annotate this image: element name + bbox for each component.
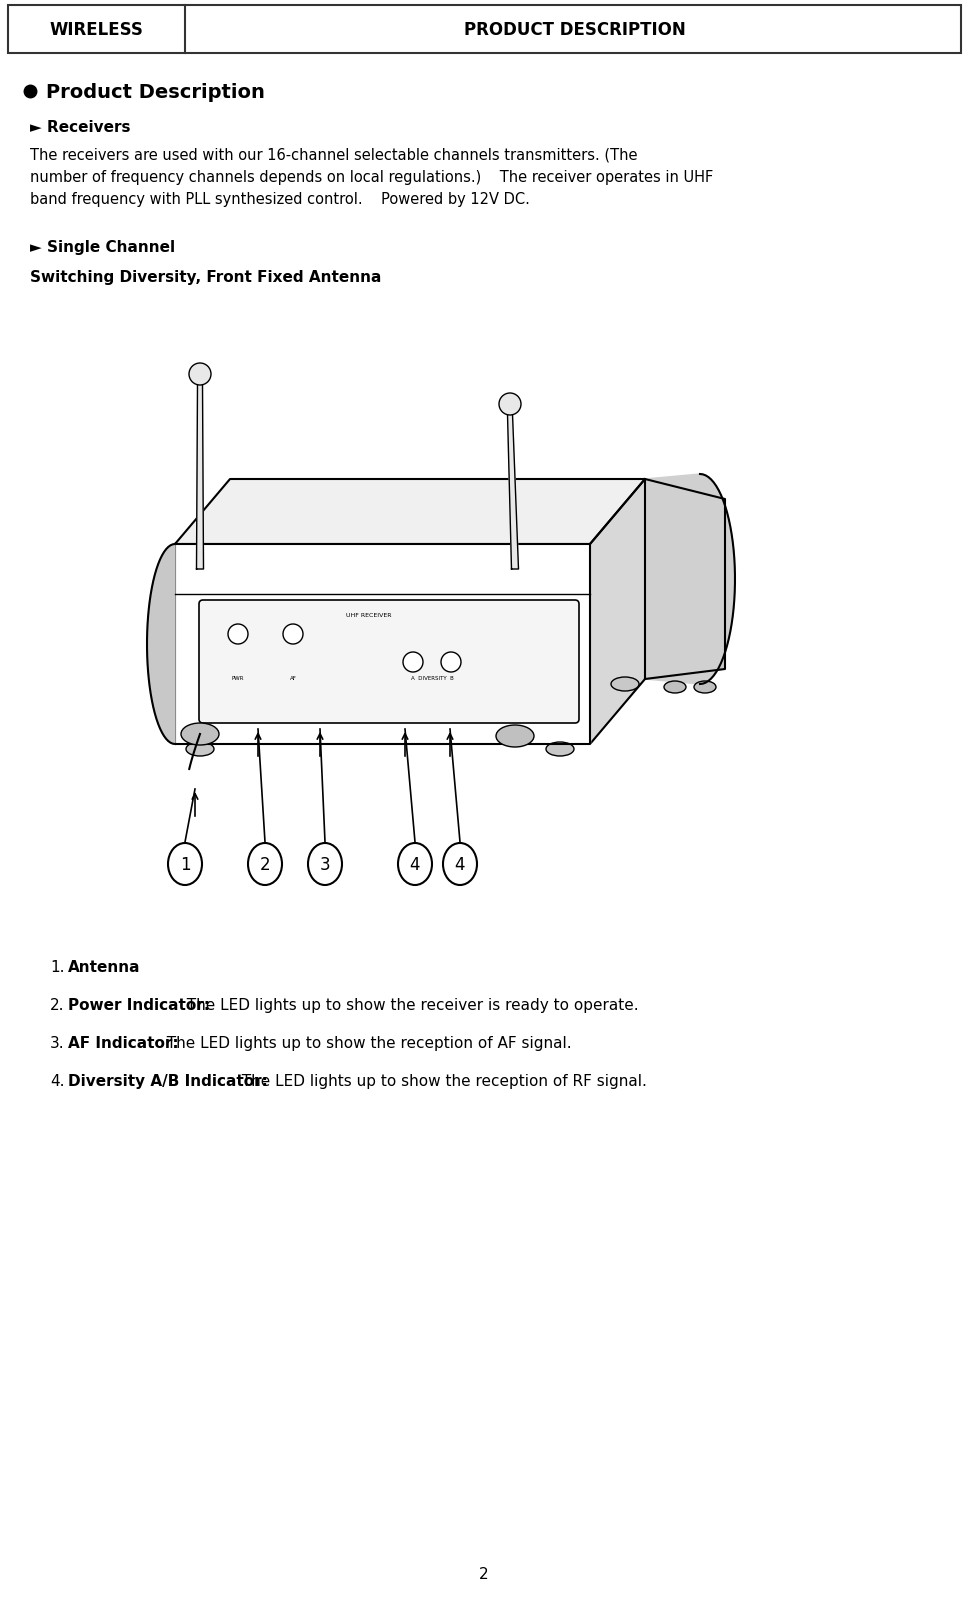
Circle shape: [441, 653, 461, 672]
Text: AF Indicator:: AF Indicator:: [68, 1035, 178, 1050]
Text: band frequency with PLL synthesized control.    Powered by 12V DC.: band frequency with PLL synthesized cont…: [30, 193, 530, 207]
Text: 2: 2: [480, 1566, 488, 1581]
Polygon shape: [590, 480, 645, 745]
Polygon shape: [175, 480, 645, 544]
Ellipse shape: [546, 743, 574, 756]
Text: UHF RECEIVER: UHF RECEIVER: [346, 613, 391, 618]
Polygon shape: [197, 385, 203, 570]
FancyBboxPatch shape: [199, 600, 579, 724]
Text: ► Single Channel: ► Single Channel: [30, 239, 175, 255]
Text: Power Indicator:: Power Indicator:: [68, 997, 210, 1013]
Polygon shape: [645, 480, 725, 679]
Text: 3.: 3.: [50, 1035, 65, 1050]
Circle shape: [228, 624, 248, 645]
Text: 2.: 2.: [50, 997, 65, 1013]
Ellipse shape: [694, 682, 716, 693]
Text: WIRELESS: WIRELESS: [49, 21, 143, 39]
Text: Antenna: Antenna: [68, 960, 141, 974]
Text: The LED lights up to show the reception of AF signal.: The LED lights up to show the reception …: [157, 1035, 572, 1050]
Ellipse shape: [398, 844, 432, 886]
Polygon shape: [645, 475, 735, 685]
Ellipse shape: [186, 743, 214, 756]
Ellipse shape: [496, 725, 534, 748]
Circle shape: [499, 393, 521, 416]
Text: 1.: 1.: [50, 960, 65, 974]
Ellipse shape: [181, 724, 219, 746]
Text: Switching Diversity, Front Fixed Antenna: Switching Diversity, Front Fixed Antenna: [30, 270, 382, 284]
Ellipse shape: [611, 677, 639, 692]
Polygon shape: [175, 544, 590, 745]
Polygon shape: [147, 544, 175, 745]
Polygon shape: [508, 414, 518, 570]
Text: 4: 4: [454, 855, 465, 873]
Ellipse shape: [248, 844, 282, 886]
Text: 3: 3: [320, 855, 330, 873]
Ellipse shape: [168, 844, 202, 886]
Text: The receivers are used with our 16-channel selectable channels transmitters. (Th: The receivers are used with our 16-chann…: [30, 148, 638, 162]
Text: The LED lights up to show the receiver is ready to operate.: The LED lights up to show the receiver i…: [177, 997, 639, 1013]
Text: ► Receivers: ► Receivers: [30, 120, 131, 135]
Text: The LED lights up to show the reception of RF signal.: The LED lights up to show the reception …: [232, 1074, 646, 1088]
Text: 4: 4: [410, 855, 421, 873]
Text: A  DIVERSITY  B: A DIVERSITY B: [411, 676, 453, 681]
Text: 1: 1: [179, 855, 190, 873]
Text: PWR: PWR: [232, 676, 244, 681]
Text: 4.: 4.: [50, 1074, 65, 1088]
Ellipse shape: [664, 682, 686, 693]
Text: Diversity A/B Indicator:: Diversity A/B Indicator:: [68, 1074, 267, 1088]
Text: number of frequency channels depends on local regulations.)    The receiver oper: number of frequency channels depends on …: [30, 170, 713, 185]
Text: Product Description: Product Description: [46, 82, 265, 101]
Ellipse shape: [308, 844, 342, 886]
Circle shape: [283, 624, 303, 645]
Text: 2: 2: [260, 855, 270, 873]
Text: PRODUCT DESCRIPTION: PRODUCT DESCRIPTION: [464, 21, 686, 39]
Text: AF: AF: [290, 676, 297, 681]
Circle shape: [189, 364, 211, 385]
Ellipse shape: [443, 844, 477, 886]
Circle shape: [403, 653, 423, 672]
Bar: [8, 6, 961, 55]
